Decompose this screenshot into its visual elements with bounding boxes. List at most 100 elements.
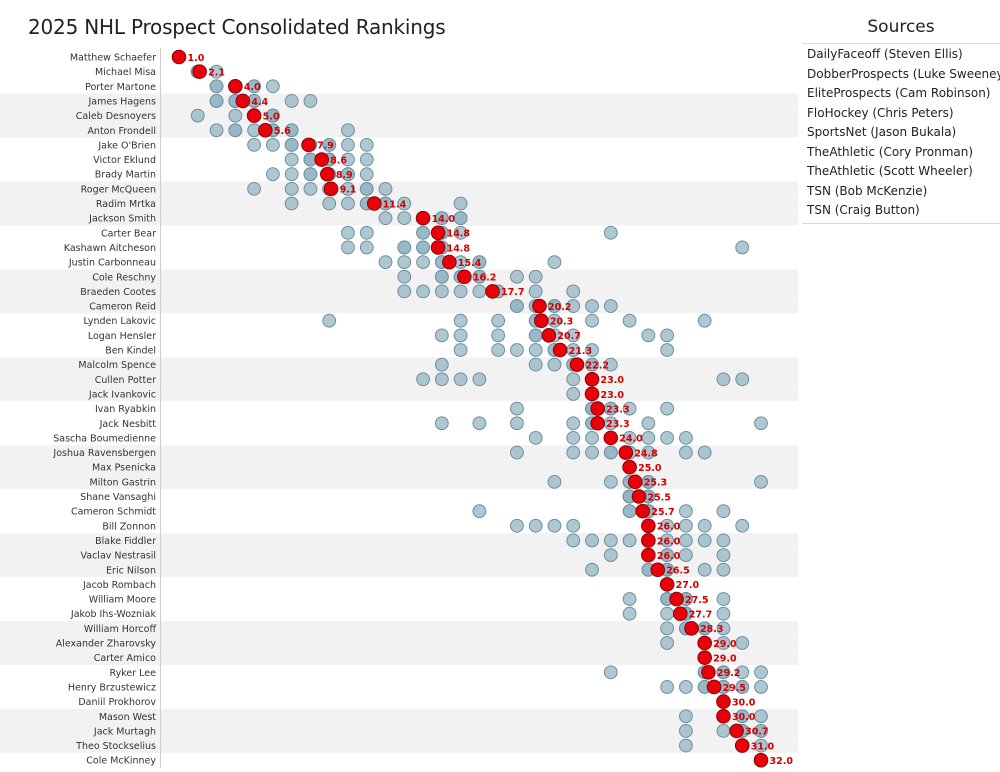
consensus-dot[interactable] xyxy=(532,298,547,314)
source-rank-dot[interactable] xyxy=(697,562,712,577)
consensus-dot[interactable] xyxy=(669,591,684,607)
source-rank-dot[interactable] xyxy=(472,372,487,387)
consensus-dot[interactable] xyxy=(485,284,500,299)
source-rank-dot[interactable] xyxy=(510,445,524,460)
source-rank-dot[interactable] xyxy=(341,123,355,138)
source-rank-dot[interactable] xyxy=(341,167,355,182)
source-rank-dot[interactable] xyxy=(434,211,449,226)
source-item[interactable]: TSN (Craig Button) xyxy=(807,203,920,217)
source-rank-dot[interactable] xyxy=(566,445,581,460)
source-rank-dot[interactable] xyxy=(359,225,374,240)
source-rank-dot[interactable] xyxy=(453,372,468,387)
source-rank-dot[interactable] xyxy=(209,94,224,108)
source-rank-dot[interactable] xyxy=(547,357,562,372)
consensus-dot[interactable] xyxy=(650,562,666,578)
source-rank-dot[interactable] xyxy=(284,167,299,182)
consensus-dot[interactable] xyxy=(584,386,600,402)
source-rank-dot[interactable] xyxy=(585,431,599,445)
source-rank-dot[interactable] xyxy=(528,431,543,445)
consensus-dot[interactable] xyxy=(716,694,731,709)
source-rank-dot[interactable] xyxy=(679,738,693,753)
source-rank-dot[interactable] xyxy=(416,225,430,240)
source-rank-dot[interactable] xyxy=(660,431,675,445)
source-rank-dot[interactable] xyxy=(303,94,318,108)
source-rank-dot[interactable] xyxy=(622,313,637,328)
consensus-dot[interactable] xyxy=(716,708,731,724)
source-rank-dot[interactable] xyxy=(341,240,355,255)
source-rank-dot[interactable] xyxy=(641,445,656,460)
source-rank-dot[interactable] xyxy=(603,225,618,240)
source-rank-dot[interactable] xyxy=(660,636,675,650)
source-rank-dot[interactable] xyxy=(247,181,261,196)
consensus-dot[interactable] xyxy=(706,679,722,695)
consensus-dot[interactable] xyxy=(552,342,568,358)
source-rank-dot[interactable] xyxy=(359,181,374,196)
source-rank-dot[interactable] xyxy=(622,606,637,621)
source-rank-dot[interactable] xyxy=(660,680,675,694)
source-rank-dot[interactable] xyxy=(434,357,449,372)
source-rank-dot[interactable] xyxy=(622,592,637,606)
consensus-dot[interactable] xyxy=(603,430,619,446)
source-rank-dot[interactable] xyxy=(660,518,675,533)
source-rank-dot[interactable] xyxy=(322,313,337,328)
source-rank-dot[interactable] xyxy=(754,724,768,738)
source-rank-dot[interactable] xyxy=(716,665,731,680)
source-rank-dot[interactable] xyxy=(528,518,543,533)
source-rank-dot[interactable] xyxy=(265,138,280,152)
source-rank-dot[interactable] xyxy=(341,152,355,167)
source-rank-dot[interactable] xyxy=(510,269,524,284)
source-rank-dot[interactable] xyxy=(416,255,430,270)
source-rank-dot[interactable] xyxy=(697,313,712,328)
source-rank-dot[interactable] xyxy=(265,79,280,94)
source-rank-dot[interactable] xyxy=(397,284,412,299)
consensus-dot[interactable] xyxy=(584,372,600,387)
source-rank-dot[interactable] xyxy=(660,328,675,343)
consensus-dot[interactable] xyxy=(734,738,750,753)
source-rank-dot[interactable] xyxy=(622,504,637,519)
consensus-dot[interactable] xyxy=(697,650,712,665)
source-rank-dot[interactable] xyxy=(603,299,618,313)
source-rank-dot[interactable] xyxy=(322,196,337,211)
source-rank-dot[interactable] xyxy=(754,474,768,489)
source-rank-dot[interactable] xyxy=(491,313,506,328)
consensus-dot[interactable] xyxy=(684,621,699,636)
source-item[interactable]: DailyFaceoff (Steven Ellis) xyxy=(807,47,963,61)
source-rank-dot[interactable] xyxy=(378,255,393,270)
source-rank-dot[interactable] xyxy=(585,357,599,372)
source-rank-dot[interactable] xyxy=(547,255,562,270)
source-rank-dot[interactable] xyxy=(528,357,543,372)
source-rank-dot[interactable] xyxy=(284,152,299,167)
consensus-dot[interactable] xyxy=(457,269,472,285)
source-rank-dot[interactable] xyxy=(510,416,524,431)
consensus-dot[interactable] xyxy=(641,533,656,548)
source-rank-dot[interactable] xyxy=(679,548,693,562)
consensus-dot[interactable] xyxy=(314,152,329,167)
source-rank-dot[interactable] xyxy=(284,196,299,211)
source-rank-dot[interactable] xyxy=(566,387,581,401)
source-rank-dot[interactable] xyxy=(716,562,731,577)
consensus-dot[interactable] xyxy=(541,328,557,343)
source-rank-dot[interactable] xyxy=(679,533,693,548)
source-rank-dot[interactable] xyxy=(566,431,581,445)
source-rank-dot[interactable] xyxy=(566,533,581,548)
source-rank-dot[interactable] xyxy=(697,445,712,460)
source-rank-dot[interactable] xyxy=(303,167,318,182)
consensus-dot[interactable] xyxy=(701,665,716,680)
source-rank-dot[interactable] xyxy=(341,181,355,196)
source-rank-dot[interactable] xyxy=(603,548,618,562)
source-rank-dot[interactable] xyxy=(735,518,750,533)
source-rank-dot[interactable] xyxy=(716,592,731,606)
source-rank-dot[interactable] xyxy=(528,328,543,343)
consensus-dot[interactable] xyxy=(246,108,262,123)
consensus-dot[interactable] xyxy=(590,415,605,431)
source-rank-dot[interactable] xyxy=(679,518,693,533)
source-rank-dot[interactable] xyxy=(754,665,768,680)
consensus-dot[interactable] xyxy=(192,64,207,79)
source-rank-dot[interactable] xyxy=(453,284,468,299)
consensus-dot[interactable] xyxy=(301,137,316,153)
source-rank-dot[interactable] xyxy=(679,724,693,738)
source-rank-dot[interactable] xyxy=(247,79,261,94)
consensus-dot[interactable] xyxy=(659,577,675,592)
source-rank-dot[interactable] xyxy=(510,343,524,357)
source-rank-dot[interactable] xyxy=(735,680,750,694)
